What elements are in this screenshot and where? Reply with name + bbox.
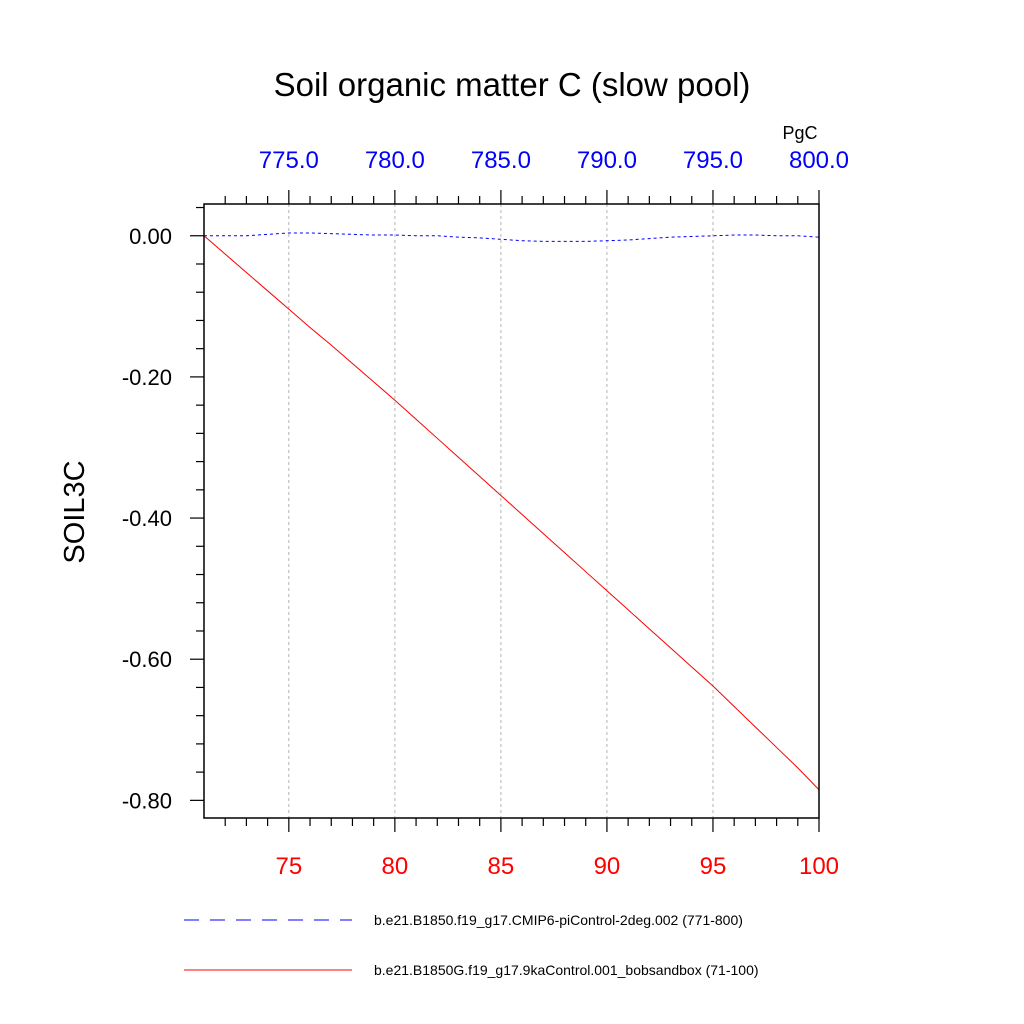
series-layer	[203, 232, 820, 791]
series-line-1	[203, 235, 820, 791]
x-top-tick-label-0: 775.0	[259, 147, 319, 174]
x-bottom-tick-label-4: 95	[700, 853, 727, 880]
chart-title: Soil organic matter C (slow pool)	[274, 66, 751, 103]
x-axis-top: 775.0 780.0 785.0 790.0 795.0 800.0	[259, 147, 849, 174]
x-top-tick-label-3: 790.0	[577, 147, 637, 174]
x-bottom-tick-label-2: 85	[488, 853, 515, 880]
y-axis-label: SOIL3C	[59, 460, 91, 563]
series-line-0	[204, 232, 820, 242]
x-bottom-tick-label-0: 75	[275, 853, 302, 880]
x-top-tick-label-4: 795.0	[683, 147, 743, 174]
y-tick-label-4: -0.80	[122, 788, 172, 813]
x-top-tick-label-2: 785.0	[471, 147, 531, 174]
legend: b.e21.B1850.f19_g17.CMIP6-piControl-2deg…	[184, 912, 759, 978]
grid-lines	[288, 204, 714, 818]
y-tick-label-3: -0.60	[122, 647, 172, 672]
y-tick-label-2: -0.40	[122, 506, 172, 531]
x-bottom-tick-label-3: 90	[594, 853, 621, 880]
x-bottom-tick-label-1: 80	[382, 853, 409, 880]
legend-label-0: b.e21.B1850.f19_g17.CMIP6-piControl-2deg…	[374, 912, 743, 928]
x-top-tick-label-1: 780.0	[365, 147, 425, 174]
y-tick-label-0: 0.00	[129, 224, 172, 249]
plot-frame	[203, 203, 820, 819]
x-top-tick-label-5: 800.0	[789, 147, 849, 174]
units-label: PgC	[782, 123, 817, 143]
y-axis: 0.00 -0.20 -0.40 -0.60 -0.80	[122, 224, 172, 814]
minor-ticks	[190, 190, 820, 832]
y-tick-label-1: -0.20	[122, 365, 172, 390]
x-bottom-tick-label-5: 100	[799, 853, 839, 880]
legend-label-1: b.e21.B1850G.f19_g17.9kaControl.001_bobs…	[374, 962, 759, 978]
x-axis-bottom: 75 80 85 90 95 100	[275, 853, 839, 880]
